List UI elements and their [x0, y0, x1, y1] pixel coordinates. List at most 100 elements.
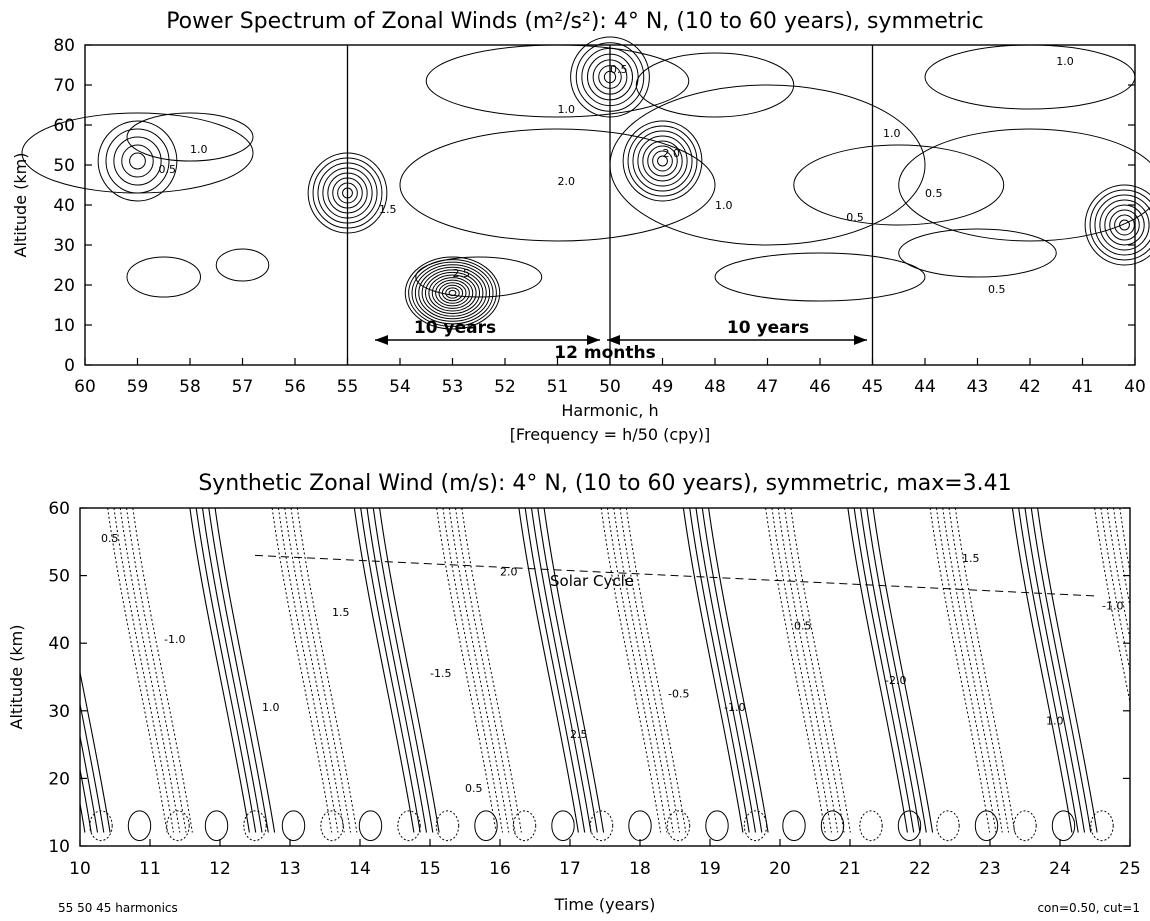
top-contour-ring [1104, 204, 1145, 246]
bottom-contour-label: -1.0 [164, 633, 185, 646]
bottom-y-tick-label: 50 [48, 567, 70, 587]
twelve-months-label: 12 months [554, 343, 655, 363]
top-contour-label: 1.5 [379, 203, 397, 216]
top-contour-ring [1119, 219, 1130, 231]
bottom-contour-bands [80, 508, 1130, 842]
low-level-contour [435, 810, 460, 842]
positive-wind-contour [208, 508, 269, 833]
low-level-contour [166, 810, 190, 842]
low-level-contour [628, 810, 652, 842]
negative-wind-contour [296, 508, 358, 833]
top-contour-label: 1.0 [883, 127, 901, 140]
top-x-tick-label: 56 [284, 377, 306, 397]
top-contour-label: 1.0 [1056, 55, 1074, 68]
low-level-contour [1013, 810, 1037, 842]
low-level-contour [127, 810, 152, 842]
top-contour-ring [431, 277, 474, 309]
top-contour-ring [1089, 189, 1150, 261]
top-y-ticks: 0 10 20 30 40 50 60 70 80 [53, 36, 1135, 376]
positive-wind-contour [366, 508, 428, 833]
low-level-contour [743, 810, 768, 842]
low-level-contour [782, 810, 806, 842]
negative-wind-contour [277, 508, 339, 833]
top-contour-ring [425, 271, 480, 315]
top-x-tick-label: 40 [1124, 377, 1146, 397]
top-contour-label: 0.5 [988, 283, 1006, 296]
top-x-tick-label: 44 [914, 377, 936, 397]
bottom-contour-label: 1.5 [332, 606, 350, 619]
top-contour-label: 0.5 [610, 63, 628, 76]
low-level-contour [705, 810, 729, 842]
negative-wind-contour [613, 508, 674, 833]
top-contour-ring [657, 155, 668, 167]
positive-wind-contour [189, 508, 250, 833]
footer-contour-info: con=0.50, cut=1 [1037, 901, 1140, 915]
top-x-ticks: 60 59 58 57 56 55 54 53 52 51 50 49 48 47 46 45 44 43 42 41… [74, 358, 1146, 397]
positive-wind-contour [80, 765, 92, 833]
negative-wind-contour [771, 508, 832, 833]
top-contour-region [215, 248, 270, 282]
top-y-tick-label: 20 [53, 276, 75, 296]
negative-wind-contour [765, 508, 826, 833]
power-spectrum-chart: Power Spectrum of Zonal Winds (m²/s²): 4… [11, 9, 1150, 444]
low-level-contour [320, 810, 344, 842]
low-level-contour [859, 810, 883, 842]
period-annotations: 10 years 12 months 10 years [375, 318, 867, 363]
top-contour-ring [1084, 184, 1150, 266]
bottom-contour-label: 0.5 [101, 532, 119, 545]
bottom-y-tick-label: 30 [48, 702, 70, 722]
bottom-x-tick-label: 22 [909, 859, 931, 879]
top-contour-region [399, 128, 716, 242]
low-level-contour [589, 810, 614, 842]
top-contour-ring [404, 256, 501, 330]
bottom-contour-label: 0.5 [794, 620, 812, 633]
low-level-contour [666, 810, 691, 842]
positive-wind-contour [708, 508, 769, 833]
bottom-contour-label: -0.5 [668, 687, 689, 700]
positive-wind-contour [847, 508, 908, 833]
low-level-contour [474, 810, 498, 842]
arrow-head-right [854, 335, 867, 345]
top-x-tick-label: 51 [547, 377, 569, 397]
top-contour-ring [113, 136, 162, 186]
top-x-tick-label: 47 [757, 377, 779, 397]
top-contour-ring [438, 282, 467, 304]
top-x-tick-label: 52 [494, 377, 516, 397]
top-contour-ring [105, 128, 170, 194]
negative-wind-contour [126, 508, 187, 833]
top-contour-ring [411, 261, 494, 325]
top-contour-ring [445, 287, 460, 299]
top-contour-label: 1.0 [190, 143, 208, 156]
bottom-contour-label: 1.0 [262, 701, 280, 714]
positive-wind-contour [543, 508, 605, 833]
top-y-tick-label: 80 [53, 36, 75, 56]
bottom-x-axis-label: Time (years) [554, 895, 656, 914]
top-chart-title: Power Spectrum of Zonal Winds (m²/s²): 4… [166, 9, 984, 34]
top-contour-region [635, 52, 795, 118]
top-contour-region [126, 112, 254, 162]
top-x-tick-label: 60 [74, 377, 96, 397]
bottom-contour-field: 0.5 -1.0 1.0 1.5 -1.5 2.0 2.5 -0.5 0.5 -2.0 1.5 1.0… [80, 508, 1130, 842]
low-level-contour [397, 810, 421, 842]
top-contour-ring [435, 279, 470, 307]
negative-wind-contour [625, 508, 687, 833]
low-level-contour [89, 810, 113, 842]
negative-wind-contour [119, 508, 181, 833]
bottom-contour-label: -2.0 [885, 674, 906, 687]
low-level-contour [820, 810, 845, 842]
low-level-contour [243, 810, 267, 842]
negative-wind-contour [606, 508, 668, 833]
bottom-y-ticks: 10 20 30 40 50 60 [48, 499, 1130, 857]
top-x-axis-label-2: [Frequency = h/50 (cpy)] [510, 425, 711, 444]
negative-wind-contour [790, 508, 851, 833]
negative-wind-contour [948, 508, 1010, 833]
top-contour-region [714, 252, 926, 302]
top-contour-ring [632, 130, 693, 192]
arrow-head-left [375, 335, 388, 345]
top-y-tick-label: 0 [64, 356, 75, 376]
top-contour-ring [1094, 194, 1150, 256]
bottom-x-ticks: 10 11 12 13 14 15 16 17 18 19 20 21 22 23 24 25 [69, 839, 1141, 879]
bottom-contour-label: 2.0 [500, 566, 518, 579]
positive-wind-contour [80, 701, 105, 833]
top-contour-region [898, 228, 1057, 278]
